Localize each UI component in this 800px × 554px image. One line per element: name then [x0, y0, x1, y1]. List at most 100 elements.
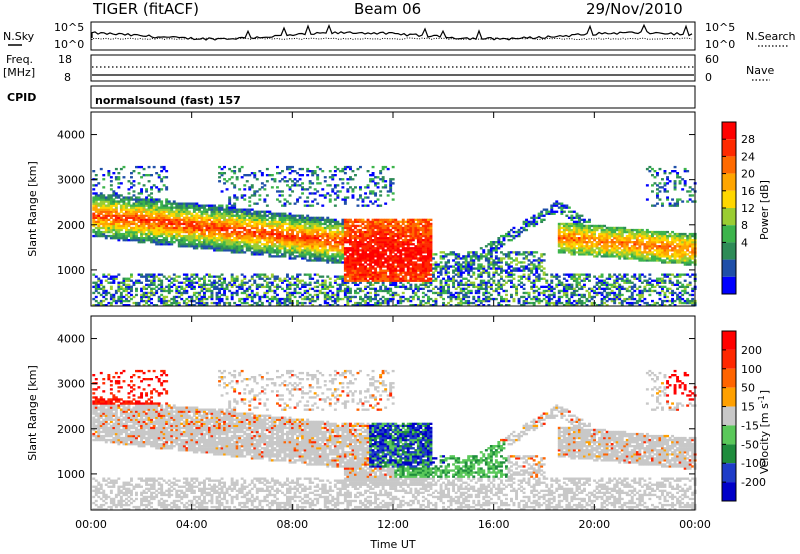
- power-cell: [401, 283, 405, 287]
- power-cell: [341, 247, 345, 250]
- power-cell: [94, 283, 98, 287]
- power-cell: [507, 267, 511, 270]
- power-cell: [208, 216, 211, 220]
- power-cell: [359, 269, 362, 272]
- power-cell: [416, 304, 420, 307]
- power-cell: [198, 301, 201, 305]
- power-cell: [366, 245, 370, 248]
- power-cell: [223, 216, 227, 220]
- power-cell: [356, 277, 360, 280]
- power-cell: [381, 263, 385, 266]
- power-cell: [469, 301, 473, 305]
- power-cell: [260, 172, 264, 175]
- power-cell: [376, 257, 380, 260]
- power-cell: [205, 224, 209, 228]
- power-cell: [170, 301, 174, 305]
- power-cell: [507, 265, 511, 268]
- power-cell: [374, 239, 378, 242]
- power-cell: [389, 228, 393, 232]
- power-cell: [270, 212, 274, 215]
- power-cell: [416, 277, 420, 280]
- power-cell: [384, 287, 388, 291]
- power-cell: [497, 265, 501, 268]
- power-cell: [288, 234, 292, 238]
- power-cell: [122, 299, 126, 303]
- power-cell: [487, 257, 491, 260]
- power-cell: [379, 178, 383, 181]
- date-title: 29/Nov/2010: [586, 0, 683, 18]
- power-cell: [99, 198, 103, 201]
- power-cell: [177, 226, 181, 230]
- power-cell: [203, 281, 206, 284]
- power-cell: [306, 222, 310, 226]
- power-cell: [190, 220, 194, 224]
- power-cell: [364, 196, 368, 199]
- power-cell: [220, 239, 224, 242]
- power-cell: [220, 216, 224, 220]
- power-cell: [464, 259, 468, 262]
- power-cell: [167, 228, 171, 232]
- power-cell: [248, 220, 252, 224]
- power-cell: [459, 291, 463, 295]
- power-cell: [286, 228, 289, 232]
- power-cell: [147, 237, 151, 240]
- power-cell: [238, 214, 242, 217]
- power-cell: [346, 165, 350, 169]
- power-cell: [376, 273, 380, 276]
- power-cell: [384, 273, 388, 276]
- power-cell: [248, 224, 252, 228]
- power-cell: [240, 241, 244, 244]
- power-cell: [349, 279, 352, 282]
- power-cell: [291, 283, 295, 287]
- power-cell: [130, 172, 133, 175]
- power-cell: [114, 232, 118, 236]
- power-cell: [218, 277, 222, 280]
- power-cell: [253, 273, 257, 276]
- power-cell: [356, 220, 360, 224]
- power-cell: [409, 222, 413, 226]
- power-cell: [343, 261, 347, 264]
- power-cell: [308, 287, 312, 291]
- power-cell: [276, 198, 279, 201]
- power-cell: [477, 299, 481, 303]
- power-cell: [376, 204, 380, 207]
- power-cell: [343, 304, 347, 307]
- power-cell: [369, 239, 373, 242]
- power-cell: [306, 216, 310, 220]
- power-cell: [291, 253, 295, 256]
- power-cell: [444, 269, 448, 272]
- power-cell: [198, 299, 201, 303]
- power-cell: [107, 224, 111, 228]
- power-cell: [258, 285, 262, 289]
- power-cell: [371, 251, 375, 254]
- power-cell: [376, 271, 380, 274]
- power-cell: [240, 249, 244, 252]
- power-cell: [343, 226, 347, 230]
- power-cell: [401, 232, 405, 236]
- power-cell: [293, 224, 297, 228]
- power-cell: [442, 304, 446, 307]
- power-cell: [281, 245, 284, 248]
- power-cell: [311, 234, 315, 238]
- power-cell: [291, 293, 295, 297]
- power-cell: [349, 237, 352, 240]
- power-cell: [505, 269, 508, 272]
- power-cell: [117, 172, 121, 175]
- power-cell: [424, 226, 428, 230]
- power-cell: [323, 218, 327, 222]
- power-cell: [147, 210, 151, 213]
- power-cell: [515, 267, 519, 270]
- power-cell: [366, 249, 370, 252]
- power-cell: [233, 204, 237, 207]
- power-cell: [361, 257, 365, 260]
- power-cell: [258, 234, 262, 238]
- power-cell: [200, 283, 204, 287]
- power-cell: [160, 243, 164, 246]
- power-cell: [484, 283, 488, 287]
- power-cell: [243, 218, 247, 222]
- power-cell: [454, 269, 458, 272]
- power-cell: [286, 295, 289, 299]
- power-cell: [195, 228, 199, 232]
- power-cell: [94, 275, 98, 278]
- power-cell: [306, 289, 310, 293]
